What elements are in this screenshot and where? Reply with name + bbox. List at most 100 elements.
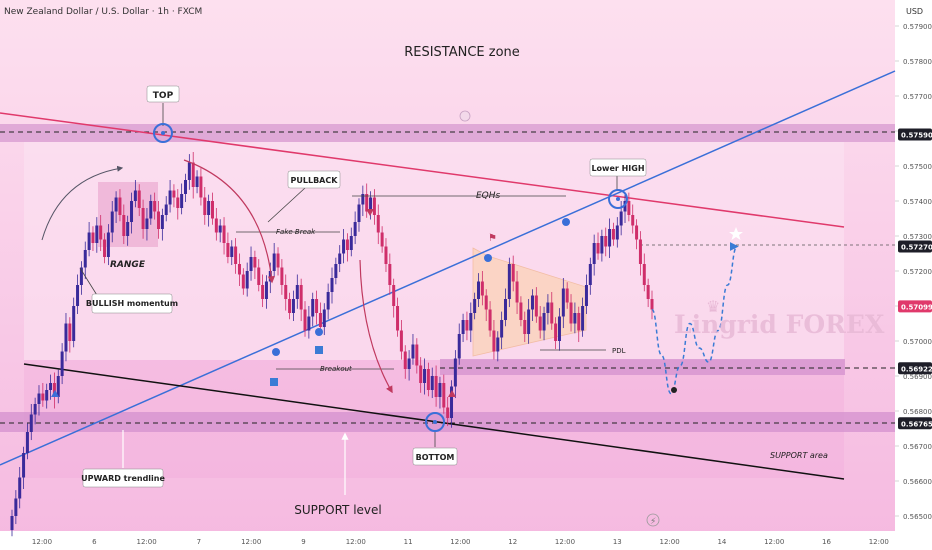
candle-body <box>392 285 396 306</box>
candle-body <box>87 232 91 250</box>
candle-body <box>384 246 388 264</box>
candle-body <box>500 320 504 338</box>
x-tick-label: 12 <box>508 538 517 546</box>
candle-body <box>623 201 627 212</box>
candle-body <box>118 197 122 215</box>
candle-body <box>25 432 29 453</box>
x-tick-label: 12:00 <box>137 538 157 546</box>
candle-body <box>76 285 80 306</box>
resistance-band <box>0 124 895 142</box>
candle-body <box>83 250 87 268</box>
candle-body <box>457 334 461 359</box>
event-icon-2[interactable] <box>270 378 278 386</box>
candle-body <box>257 267 261 285</box>
candle-body <box>608 229 612 247</box>
candle-body <box>411 344 415 359</box>
upward-trendline-label-box <box>82 468 164 488</box>
candle-body <box>183 180 187 194</box>
upward-trendline[interactable] <box>0 70 896 466</box>
price-tag-label: 0.57590 <box>901 132 932 140</box>
candle-body <box>434 376 438 397</box>
x-tick-label: 12:00 <box>32 538 52 546</box>
candle-body <box>534 295 538 317</box>
top-marker[interactable] <box>153 123 173 143</box>
candle-body <box>322 309 326 327</box>
symbol-title[interactable]: New Zealand Dollar / U.S. Dollar · 1h · … <box>4 7 202 17</box>
candle-body <box>584 285 588 306</box>
second-drop-arrow <box>359 259 393 394</box>
candle-body <box>511 264 515 282</box>
candle-body <box>423 369 427 383</box>
candle-body <box>180 194 184 208</box>
event-icon-1[interactable] <box>315 346 323 354</box>
bullish-momentum-label: BULLISH momentum <box>86 299 178 308</box>
lightning-icon[interactable] <box>646 513 660 527</box>
y-tick-label: 0.57800 <box>903 58 932 66</box>
candle-body <box>353 222 357 236</box>
watermark-logo: Lingrid FOREX <box>674 310 885 339</box>
candle-body <box>430 376 434 390</box>
candle-body <box>164 204 168 215</box>
candle-body <box>253 257 257 268</box>
candle-body <box>264 281 268 299</box>
price-tag <box>898 240 932 253</box>
candle-body <box>168 190 172 205</box>
candle-body <box>600 236 604 254</box>
candle-body <box>372 197 376 215</box>
candle-body <box>307 316 311 331</box>
candle-body <box>507 264 511 299</box>
candle-body <box>453 358 457 387</box>
candle-body <box>122 215 126 236</box>
bullish-momentum-arrow <box>41 165 124 241</box>
candle-body <box>222 225 226 243</box>
time-axis[interactable]: 12:00 6 12:00 7 12:00 9 12:00 11 12:00 12 12:00 13 1… <box>32 538 889 546</box>
x-tick-label: 11 <box>404 538 413 546</box>
candle-body <box>577 313 581 331</box>
candle-body <box>581 306 585 331</box>
x-tick-label: 14 <box>717 538 726 546</box>
candle-body <box>492 330 496 352</box>
candle-body <box>249 257 253 271</box>
candle-body <box>295 285 299 299</box>
downward-trendline[interactable] <box>0 112 845 228</box>
candle-body <box>345 239 349 250</box>
candle-body <box>573 313 577 324</box>
y-tick-label: 0.56900 <box>903 373 932 381</box>
lower-high-marker[interactable] <box>608 189 628 209</box>
candle-body <box>330 278 334 292</box>
candle-body <box>334 264 338 278</box>
candle-body <box>110 211 114 233</box>
bottom-marker[interactable] <box>425 412 445 432</box>
pdl-label: PDL <box>612 347 626 355</box>
x-tick-label: 12:00 <box>450 538 470 546</box>
candle-body <box>49 383 53 390</box>
candle-body <box>361 194 365 205</box>
pullback-arrow <box>183 159 275 284</box>
eqhs-label: EQHs <box>476 191 501 201</box>
candle-body <box>615 225 619 240</box>
down-circle-icon[interactable] <box>459 110 471 122</box>
time-axis-background[interactable] <box>0 531 895 550</box>
candle-body <box>557 316 561 341</box>
lower-high-marker-dot <box>616 197 620 201</box>
price-axis-background[interactable] <box>895 0 932 550</box>
candle-body <box>272 253 276 271</box>
currency-label: USD <box>906 7 923 16</box>
lightning-glyph: ⚡ <box>650 517 656 527</box>
candle-body <box>588 264 592 285</box>
candle-body <box>465 320 469 331</box>
x-tick-label: 7 <box>197 538 201 546</box>
candle-body <box>176 197 180 208</box>
candle-body <box>288 299 292 313</box>
star-icon <box>729 227 743 240</box>
candle-body <box>349 236 353 250</box>
resistance-zone-label: RESISTANCE zone <box>404 45 520 60</box>
candles-group <box>10 152 654 537</box>
price-tag <box>898 128 932 141</box>
candle-body <box>218 225 222 233</box>
range-label: RANGE <box>110 260 146 270</box>
candle-body <box>592 243 596 264</box>
candle-body <box>426 369 430 390</box>
candle-body <box>627 201 631 215</box>
candle-body <box>550 302 554 324</box>
